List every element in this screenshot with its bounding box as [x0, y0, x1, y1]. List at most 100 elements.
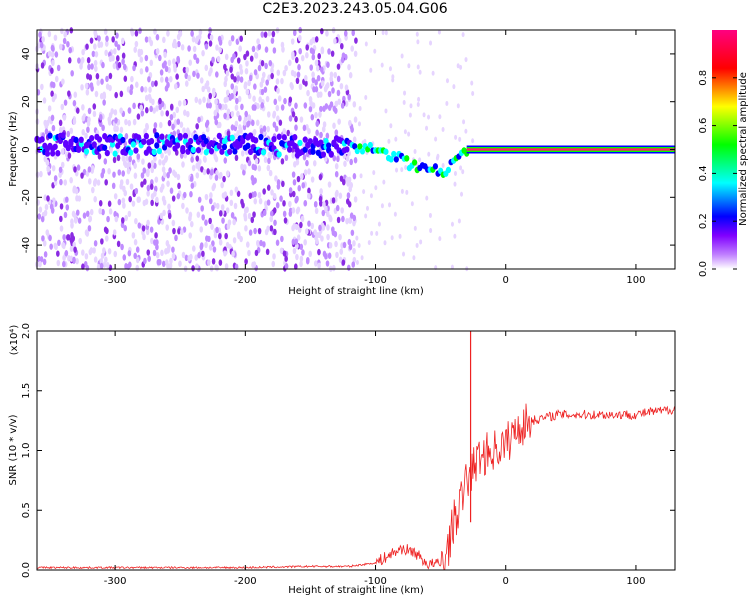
spectrogram-noise-point: [150, 193, 155, 200]
spectrogram-noise-point: [161, 195, 166, 203]
spectrogram-noise-point: [205, 235, 209, 242]
spectrogram-noise-point: [50, 114, 55, 122]
spectrogram-ridge-point: [307, 138, 314, 145]
spectrogram-noise-point: [169, 187, 174, 194]
spectrogram-noise-point: [311, 71, 315, 78]
spectrogram-noise-point: [80, 84, 84, 91]
spectrogram-noise-point: [119, 126, 124, 134]
spectrogram-ridge-point: [216, 132, 222, 140]
spectrogram-noise-point: [364, 94, 368, 100]
spectrogram-noise-point: [155, 252, 160, 259]
spectrogram-noise-point: [254, 249, 259, 257]
spectrogram-noise-point: [311, 48, 316, 55]
spectrogram-noise-point: [202, 96, 206, 103]
spectrogram-noise-point: [87, 178, 92, 185]
spectrogram-noise-point: [101, 61, 105, 69]
spectrogram-noise-point: [60, 161, 65, 169]
spectrogram-noise-point: [342, 241, 347, 249]
spectrogram-ridge-point: [120, 136, 126, 144]
spectrogram-noise-point: [266, 125, 270, 133]
spectrogram-noise-point: [267, 30, 272, 37]
spectrogram-noise-point: [140, 110, 145, 117]
spectrogram-noise-point: [275, 78, 280, 85]
spectrogram-noise-point: [186, 127, 190, 134]
spectrogram-noise-point: [230, 124, 235, 131]
spectrogram-noise-point: [288, 59, 292, 66]
spectrogram-noise-point: [204, 193, 209, 201]
spectrogram-noise-point: [182, 191, 187, 199]
colorbar-ticks: 0.0 0.2 0.4 0.6 0.8: [698, 70, 737, 277]
spectrogram-noise-point: [86, 126, 90, 133]
colorbar: 0.0 0.2 0.4 0.6 0.8 Normalized spectral ampl…: [698, 30, 749, 277]
spectrogram-noise-point: [236, 130, 240, 137]
spectrogram-noise-point: [62, 37, 67, 45]
spectrogram-ridge-point: [203, 137, 209, 145]
spectrogram-noise-point: [207, 259, 211, 266]
spectrogram-ridge-point: [352, 143, 358, 150]
spectrogram-noise-point: [282, 210, 287, 218]
spectrogram-ridge-point: [302, 136, 308, 143]
spectrogram-noise-point: [59, 225, 64, 232]
spectrogram-noise-point: [208, 197, 213, 205]
spectrogram-noise-point: [239, 35, 244, 42]
spectrogram-noise-point: [457, 218, 461, 224]
spectrogram-noise-point: [204, 219, 208, 226]
spectrogram-noise-point: [108, 72, 113, 80]
spectrogram-noise-point: [112, 62, 117, 70]
spectrogram-noise-point: [367, 240, 371, 246]
spectrogram-noise-point: [67, 57, 72, 64]
spectrogram-noise-point: [120, 243, 124, 251]
spectrogram-noise-point: [338, 192, 343, 199]
spectrogram-noise-point: [53, 175, 58, 182]
spectrogram-noise-point: [48, 234, 52, 242]
spectrogram-noise-point: [140, 181, 144, 188]
spectrogram-noise-point: [270, 37, 275, 44]
spectrogram-noise-point: [59, 215, 63, 223]
spectrogram-noise-point: [281, 46, 285, 53]
spectrogram-noise-point: [153, 28, 157, 35]
spectrogram-noise-point: [75, 195, 79, 202]
spectrogram-noise-point: [359, 173, 363, 179]
spectrogram-noise-point: [95, 73, 100, 80]
spectrogram-noise-point: [284, 263, 289, 270]
spectrogram-noise-point: [96, 79, 101, 86]
spectrogram-noise-point: [335, 189, 339, 197]
spectrogram-noise-point: [89, 82, 94, 89]
spectrogram-ridge-point: [47, 132, 53, 139]
spectrogram-noise-point: [293, 71, 297, 78]
spectrogram-noise-point: [99, 262, 104, 270]
spectrogram-noise-point: [98, 207, 102, 215]
spectrogram-noise-point: [464, 57, 468, 63]
colorbar-label: Normalized spectral amplitude: [738, 72, 749, 226]
spectrogram-noise-point: [309, 64, 314, 71]
spectrogram-noise-point: [279, 247, 284, 254]
spectrogram-noise-point: [173, 83, 178, 90]
spectrogram-noise-point: [282, 128, 287, 135]
spectrogram-ridge-point: [240, 138, 246, 145]
spectrogram-noise-point: [194, 37, 199, 44]
spectrogram-noise-point: [75, 209, 80, 216]
spectrogram-noise-point: [339, 248, 344, 255]
spectrogram-noise-point: [223, 112, 227, 120]
spectrogram-noise-point: [144, 54, 149, 62]
spectrogram-noise-point: [89, 37, 94, 44]
snr-x-ticks: -300 -200 -100 0 100: [104, 331, 645, 587]
spectrogram-ridge-point: [219, 148, 225, 155]
spectrogram-noise-point: [320, 47, 325, 55]
spectrogram-noise-point: [349, 158, 354, 166]
spectrogram-noise-point: [99, 258, 104, 265]
spectrogram-noise-point: [104, 256, 108, 263]
spectrogram-noise-point: [132, 118, 137, 126]
spectrogram-ridge-point: [91, 141, 97, 148]
spectrogram-ridge-point: [411, 159, 418, 166]
spectrogram-noise-point: [419, 239, 423, 245]
spectrogram-ridge-point: [60, 132, 66, 139]
spectrogram-noise-point: [232, 218, 236, 226]
spectrogram-noise-point: [314, 207, 319, 215]
spectrogram-noise-point: [322, 201, 326, 208]
spectrogram-noise-point: [81, 249, 85, 256]
spectrogram-noise-point: [46, 195, 50, 202]
spectrogram-noise-point: [100, 238, 104, 245]
spectrogram-noise-point: [302, 124, 307, 132]
spectrogram-ridge-point: [154, 142, 160, 149]
